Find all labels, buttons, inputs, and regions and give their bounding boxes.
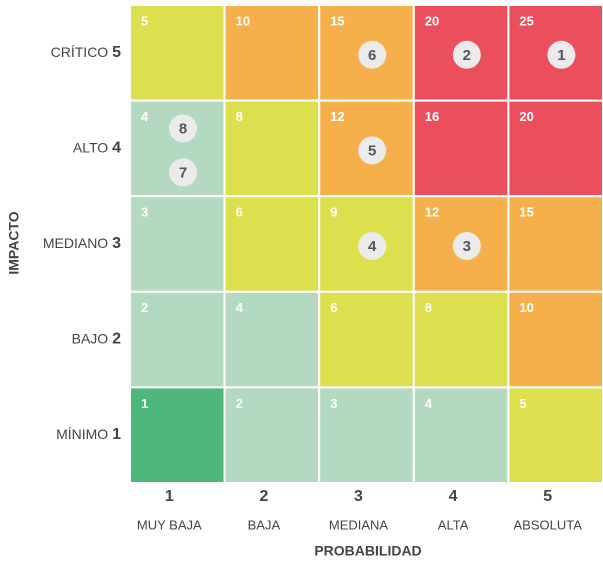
y-level-number: 2 (112, 331, 121, 348)
y-level-label: MÍNIMO 1 (56, 426, 121, 444)
cell (507, 386, 603, 484)
cell (223, 386, 321, 484)
cell-score: 4 (236, 300, 244, 315)
risk-label: 6 (368, 47, 376, 64)
cell-score: 8 (425, 300, 432, 315)
cell (507, 290, 603, 389)
risk-label: 2 (463, 47, 471, 64)
x-level-name: MEDIANA (329, 517, 389, 532)
cell-score: 12 (330, 109, 344, 124)
cell-score: 20 (425, 13, 439, 28)
y-level-name: BAJO (72, 330, 109, 346)
cell-score: 4 (425, 396, 433, 411)
risk-label: 7 (179, 164, 187, 181)
cell-score: 10 (519, 300, 533, 315)
risk-marker (358, 40, 387, 69)
x-level-number: 4 (449, 488, 458, 505)
cell-score: 9 (330, 205, 337, 220)
risk-label: 5 (368, 142, 376, 159)
cell (129, 290, 226, 389)
risk-marker (547, 40, 576, 69)
cell-score: 25 (519, 13, 533, 28)
x-level-number: 5 (543, 488, 552, 505)
risk-marker (452, 232, 481, 260)
risk-label: 1 (557, 47, 565, 64)
cell (507, 195, 603, 293)
cell (412, 386, 510, 484)
cell-score: 15 (330, 13, 344, 28)
cell-score: 12 (425, 205, 439, 220)
y-level-name: MÍNIMO (56, 426, 108, 442)
y-level-number: 1 (112, 426, 121, 443)
cell (129, 386, 226, 484)
cell (412, 99, 510, 198)
y-level-label: BAJO 2 (72, 330, 121, 348)
cell-score: 5 (519, 396, 526, 411)
cell-score: 6 (330, 300, 337, 315)
y-level-number: 5 (112, 44, 121, 61)
y-axis-title: IMPACTO (6, 211, 22, 274)
risk-marker (452, 40, 481, 69)
cell-score: 16 (425, 109, 439, 124)
cell (223, 4, 321, 102)
cell-score: 6 (236, 205, 243, 220)
x-level-number: 3 (354, 488, 363, 505)
cell-score: 4 (141, 109, 149, 124)
x-level-name: ABSOLUTA (514, 517, 583, 532)
cell-score: 3 (330, 396, 337, 411)
cell (223, 290, 321, 389)
cell (129, 4, 226, 102)
risk-label: 4 (368, 238, 377, 255)
x-axis-title: PROBABILIDAD (314, 543, 421, 559)
cell-score: 8 (236, 109, 243, 124)
risk-marker (358, 232, 387, 260)
y-level-number: 4 (112, 140, 121, 157)
cell (223, 195, 321, 293)
x-level-name: BAJA (248, 517, 281, 532)
cell-score: 20 (519, 109, 533, 124)
x-level-name: ALTA (438, 517, 469, 532)
risk-marker (358, 136, 387, 165)
risk-marker (169, 158, 197, 187)
cell-score: 2 (141, 300, 148, 315)
y-level-number: 3 (112, 235, 121, 252)
risk-label: 8 (179, 120, 187, 137)
risk-marker (169, 114, 197, 143)
x-level-number: 1 (165, 488, 174, 505)
cell-score: 5 (141, 13, 148, 28)
y-level-label: ALTO 4 (73, 139, 121, 157)
y-level-label: MEDIANO 3 (43, 235, 121, 253)
y-level-name: MEDIANO (43, 235, 108, 251)
risk-label: 3 (463, 238, 471, 255)
y-level-label: CRÍTICO 5 (51, 44, 121, 62)
cell (318, 290, 415, 389)
cell-score: 1 (141, 396, 148, 411)
x-level-name: MUY BAJA (137, 517, 202, 532)
cell-score: 10 (236, 13, 250, 28)
cell-score: 2 (236, 396, 243, 411)
cell (507, 99, 603, 198)
cell (318, 386, 415, 484)
cell-score: 3 (141, 205, 148, 220)
cell-score: 15 (519, 205, 533, 220)
y-level-name: ALTO (73, 139, 108, 155)
x-level-number: 2 (259, 488, 268, 505)
y-level-name: CRÍTICO (51, 44, 109, 60)
